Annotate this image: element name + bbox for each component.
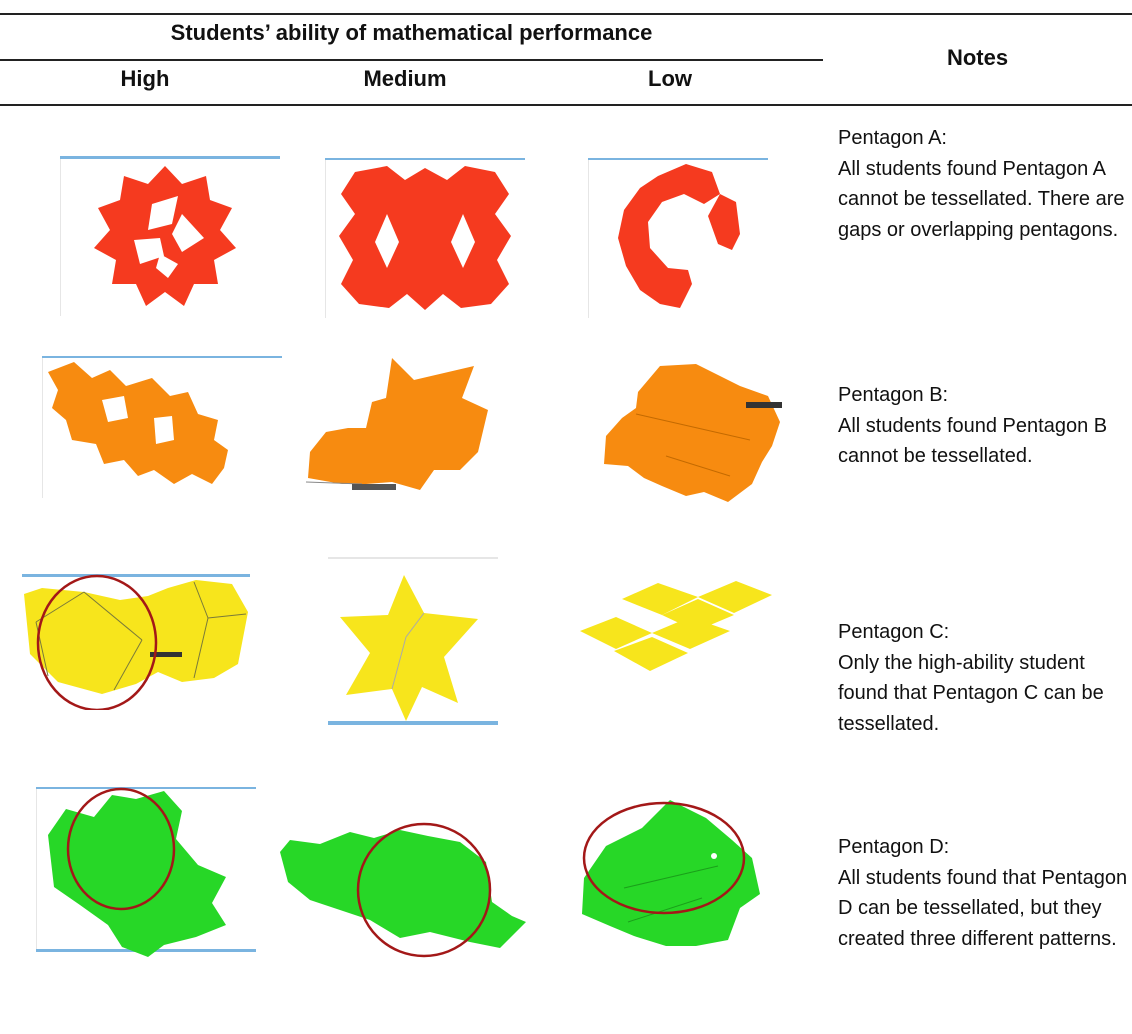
pentagon-c-note-title: Pentagon C: <box>838 621 950 643</box>
pentagon-c-high-circle <box>36 574 158 710</box>
pentagon-a-note-text: All students found Pentagon A cannot be … <box>838 157 1125 241</box>
pentagon-b-low-image <box>600 360 790 505</box>
pentagon-b-note-title: Pentagon B: <box>838 384 949 406</box>
pentagon-d-note-title: Pentagon D: <box>838 836 950 858</box>
pentagon-c-high-image <box>18 560 258 710</box>
pentagon-d-medium-shape <box>280 830 526 948</box>
pentagon-a-high-ring <box>94 166 236 306</box>
pentagon-d-low-circle <box>582 801 746 915</box>
pentagon-d-low-shape <box>582 800 760 946</box>
pentagon-c-medium-shape <box>340 575 478 721</box>
pentagon-b-medium-image <box>302 354 502 499</box>
pentagon-c-high-shape <box>24 580 248 694</box>
top-rule <box>0 13 1132 15</box>
pentagon-b-note-text: All students found Pentagon B cannot be … <box>838 414 1108 468</box>
pentagon-d-medium-image <box>280 822 530 962</box>
pentagon-a-note: Pentagon A: All students found Pentagon … <box>838 123 1128 245</box>
group-rule <box>0 59 823 61</box>
pentagon-b-low-shape <box>604 364 780 502</box>
pentagon-b-high-image <box>42 356 282 498</box>
column-header-medium: Medium <box>363 66 447 91</box>
header-bottom-rule <box>0 104 1132 106</box>
pentagon-a-high-image <box>60 156 280 316</box>
pentagon-b-note: Pentagon B: All students found Pentagon … <box>838 380 1128 472</box>
pentagon-a-low-shape <box>618 164 720 308</box>
group-header: Students’ ability of mathematical perfor… <box>170 20 653 45</box>
pentagon-b-medium-shape <box>308 358 488 490</box>
column-header-low: Low <box>648 66 692 91</box>
pentagon-a-note-title: Pentagon A: <box>838 127 947 149</box>
pentagon-d-note-text: All students found that Pentagon D can b… <box>838 866 1128 950</box>
pentagon-c-medium-image <box>328 557 498 725</box>
pentagon-c-low-image <box>566 575 776 685</box>
pentagon-c-note: Pentagon C: Only the high-ability studen… <box>838 617 1128 739</box>
pentagon-d-high-shape <box>48 791 226 957</box>
pentagon-a-medium-image <box>325 158 525 318</box>
pentagon-d-medium-circle <box>356 822 492 958</box>
pentagon-d-note: Pentagon D: All students found that Pent… <box>838 832 1128 954</box>
notes-header: Notes <box>946 45 1009 70</box>
column-header-high: High <box>120 66 170 91</box>
pentagon-b-high-shape <box>48 362 228 484</box>
pentagon-d-high-image <box>36 787 256 959</box>
pentagon-a-medium-shape <box>339 166 511 310</box>
pentagon-c-note-text: Only the high-ability student found that… <box>838 651 1104 735</box>
pentagon-d-low-image <box>568 796 774 962</box>
pentagon-d-high-circle <box>66 787 176 911</box>
pentagon-a-low-image <box>588 158 768 318</box>
